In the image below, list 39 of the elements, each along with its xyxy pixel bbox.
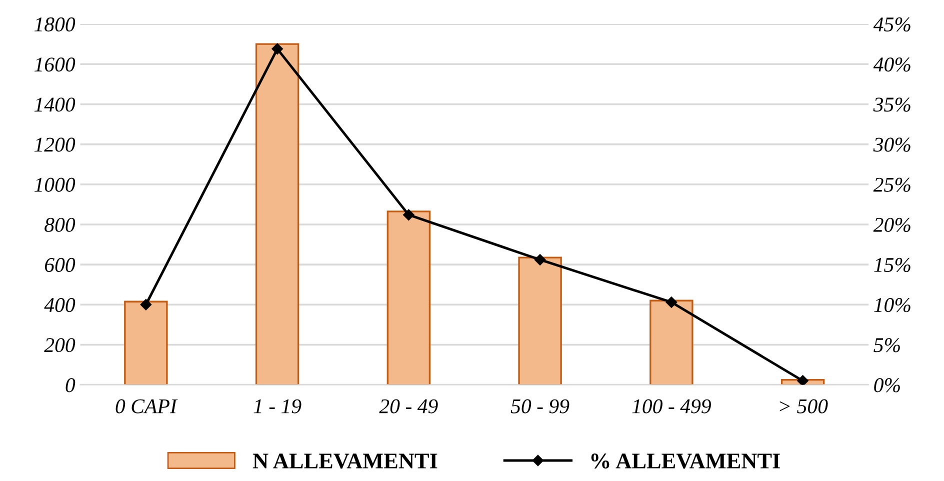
y2-tick-label: 30% (873, 138, 910, 152)
y-tick-label: 1400 (34, 98, 76, 112)
y-tick-label: 400 (44, 298, 76, 312)
y-tick-label: 600 (44, 258, 76, 272)
y-tick-label: 200 (44, 338, 76, 352)
y2-tick-label: 25% (873, 178, 910, 192)
x-tick-label: 0 CAPI (116, 399, 178, 414)
point (140, 299, 152, 310)
y2-tick-label: 40% (873, 58, 910, 72)
y2-tick-label: 35% (873, 98, 910, 112)
legend-label: N ALLEVAMENTI (252, 454, 438, 469)
bar (386, 210, 431, 385)
y2-tick-label: 20% (873, 218, 910, 232)
bar (518, 256, 562, 385)
x-tick-label: > 500 (780, 399, 828, 414)
bar (255, 43, 300, 385)
bar (124, 300, 168, 385)
y2-tick-label: 5% (874, 338, 900, 352)
y-tick-label: 1200 (34, 138, 76, 152)
x-tick-label: 20 - 49 (379, 399, 438, 414)
bar (650, 300, 694, 385)
point (403, 209, 414, 220)
y-tick-label: 1800 (34, 17, 76, 32)
y2-tick-label: 0% (874, 378, 900, 392)
point (797, 375, 808, 385)
y2-tick-label: 45% (873, 17, 910, 32)
y-tick-label: 1600 (34, 58, 76, 72)
point (534, 254, 546, 266)
y-tick-label: 800 (44, 218, 76, 232)
x-tick-label: 1 - 19 (254, 399, 302, 414)
y-tick-label: 0 (66, 378, 76, 392)
point (666, 296, 678, 308)
point (272, 43, 283, 55)
y2-tick-label: 10% (874, 298, 910, 312)
y-tick-label: 1000 (34, 178, 76, 192)
x-tick-label: 50 - 99 (510, 399, 570, 414)
x-tick-label: 100 - 499 (632, 399, 712, 414)
y2-tick-label: 15% (874, 258, 910, 272)
legend-label: % ALLEVAMENTI (591, 454, 780, 469)
